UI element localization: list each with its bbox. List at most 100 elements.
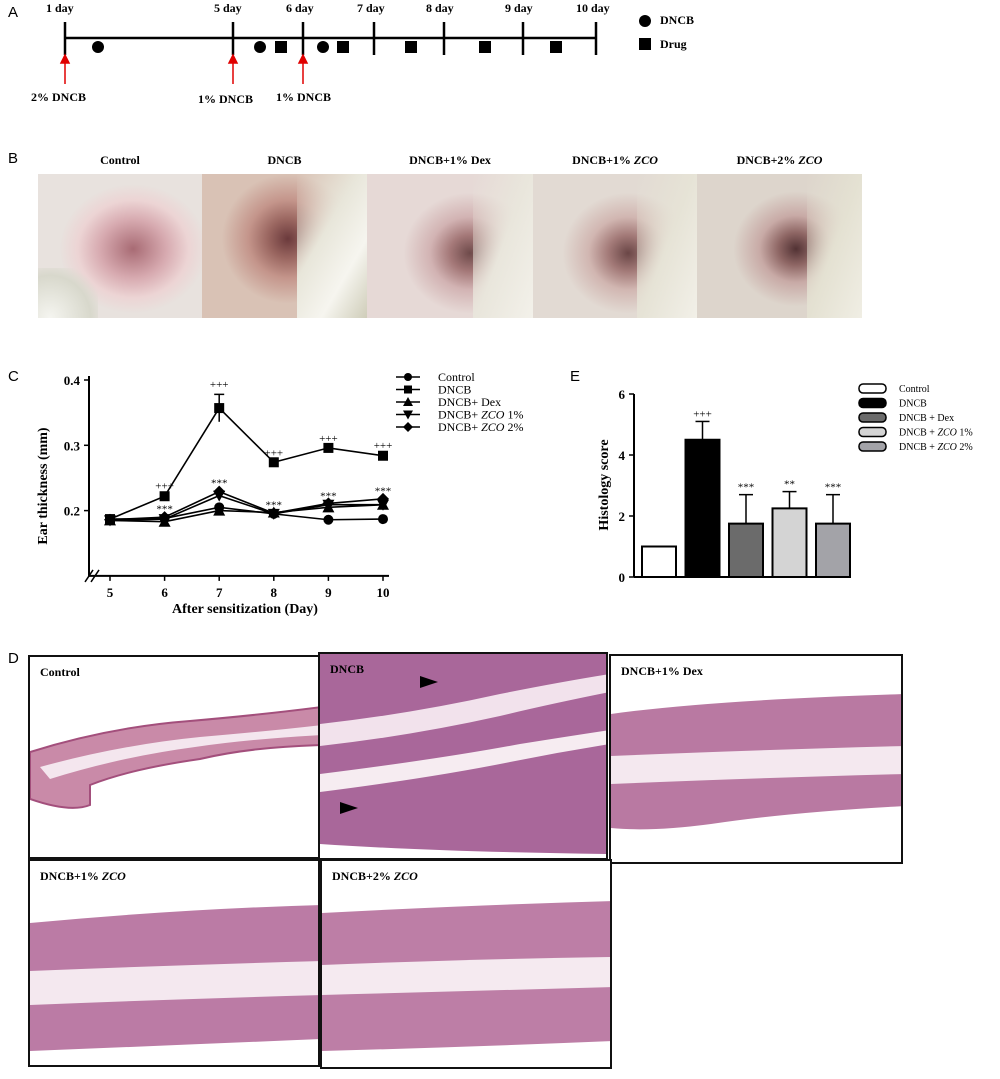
histology-label-control: Control <box>40 665 80 679</box>
x-tick-label: 7 <box>216 585 223 600</box>
legend-dncb-icon <box>639 15 651 27</box>
panel-letter-c: C <box>8 368 19 385</box>
arrow-label: 1% DNCB <box>276 90 332 104</box>
legend-label: DNCB + ZCO 1% <box>899 428 973 439</box>
legend-marker <box>403 422 413 432</box>
legend-label: DNCB + Dex <box>899 413 954 424</box>
panel-letter-b: B <box>8 150 19 167</box>
photo-label-dex: DNCB+1% Dex <box>409 153 491 167</box>
histology-label-zco1: DNCB+1% ZCO <box>40 869 126 883</box>
day-label: 9 day <box>505 1 533 15</box>
legend-drug-icon <box>639 38 651 50</box>
y-tick-label: 0.4 <box>64 373 81 388</box>
legend-swatch <box>858 426 887 438</box>
data-point <box>158 511 171 524</box>
photo-label-control: Control <box>100 153 140 167</box>
histology-image-dex: DNCB+1% Dex <box>609 654 903 864</box>
day-label: 8 day <box>426 1 454 15</box>
y-axis-label: Ear thickness (mm) <box>36 427 51 545</box>
significance-label: *** <box>156 504 173 516</box>
legend-drug-label: Drug <box>660 37 687 51</box>
y-tick-label: 0.2 <box>64 504 80 519</box>
x-tick-label: 9 <box>325 585 332 600</box>
tissue-shape <box>322 957 610 995</box>
legend-label: DNCB <box>899 399 927 410</box>
photo-label-dncb: DNCB <box>267 153 302 167</box>
day-label: 5 day <box>214 1 242 15</box>
histology-image-zco1: DNCB+1% ZCO <box>28 859 320 1067</box>
data-point <box>322 497 335 510</box>
ear-photo-zco1 <box>533 174 697 318</box>
significance-label: +++ <box>210 379 229 391</box>
significance-label: *** <box>825 482 842 494</box>
x-axis-label: After sensitization (Day) <box>172 602 318 617</box>
panel-letter-a: A <box>8 4 19 21</box>
day-label: 1 day <box>46 1 74 15</box>
data-point <box>323 514 334 525</box>
legend-label: DNCB+ ZCO 2% <box>438 420 523 434</box>
series-line <box>109 490 384 521</box>
data-point <box>213 485 226 498</box>
significance-label: *** <box>266 500 283 512</box>
y-tick-label: 0 <box>619 570 626 585</box>
significance-label: +++ <box>155 481 174 493</box>
fur-shape <box>637 174 697 318</box>
tissue-shape <box>320 674 606 746</box>
tissue-shape <box>30 961 318 1005</box>
day-label: 7 day <box>357 1 385 15</box>
data-point <box>267 507 280 520</box>
histology-label-dex: DNCB+1% Dex <box>621 664 703 678</box>
drug-square <box>405 41 417 53</box>
series-line <box>109 406 384 520</box>
significance-label: *** <box>211 477 228 489</box>
dncb-dot <box>317 41 329 53</box>
histology-image-dncb: DNCB <box>318 652 608 860</box>
data-point <box>159 491 170 502</box>
y-axis-label: Histology score <box>597 439 612 530</box>
legend-label: DNCB+ ZCO 1% <box>438 408 523 422</box>
bar <box>641 545 677 578</box>
ear-photo-dncb <box>202 174 367 318</box>
y-tick-label: 0.3 <box>64 438 81 453</box>
legend-marker <box>403 397 413 406</box>
data-point <box>323 442 334 453</box>
legend-marker <box>403 410 413 420</box>
drug-square <box>337 41 349 53</box>
timeline-diagram <box>59 15 651 84</box>
arrow-icon <box>59 53 71 64</box>
data-point <box>213 504 226 516</box>
significance-label: +++ <box>693 408 712 420</box>
legend-marker <box>404 373 412 381</box>
significance-label: +++ <box>374 440 393 452</box>
tissue-shape <box>611 746 901 784</box>
significance-label: ** <box>784 479 795 491</box>
legend-marker <box>404 385 412 394</box>
day-label: 6 day <box>286 1 314 15</box>
bar <box>728 522 764 578</box>
data-point <box>377 499 389 511</box>
arrow-icon <box>297 53 309 64</box>
significance-label: +++ <box>319 433 338 445</box>
legend-swatch <box>858 412 887 423</box>
axis-break <box>84 569 94 583</box>
series-line <box>109 503 384 523</box>
fur-shape <box>38 268 98 318</box>
significance-label: *** <box>738 482 755 494</box>
x-tick-label: 8 <box>271 585 278 600</box>
axis-break <box>90 569 100 583</box>
legend-swatch <box>858 397 887 409</box>
histology-image-zco2: DNCB+2% ZCO <box>320 859 612 1069</box>
arrowhead-icon <box>340 802 358 814</box>
tissue-shape <box>40 725 318 779</box>
arrow-icon <box>227 53 239 64</box>
tissue-shape <box>320 844 606 858</box>
data-point <box>378 514 388 525</box>
data-point <box>104 513 116 526</box>
ear-photo-control <box>38 174 202 318</box>
ear-photo-dex <box>367 174 533 318</box>
legend-swatch <box>858 383 887 394</box>
histology-label-dncb: DNCB <box>330 662 365 676</box>
photo-label-zco2: DNCB+2% ZCO <box>736 153 823 167</box>
legend-label: Control <box>899 384 930 395</box>
arrow-label: 2% DNCB <box>31 90 87 104</box>
